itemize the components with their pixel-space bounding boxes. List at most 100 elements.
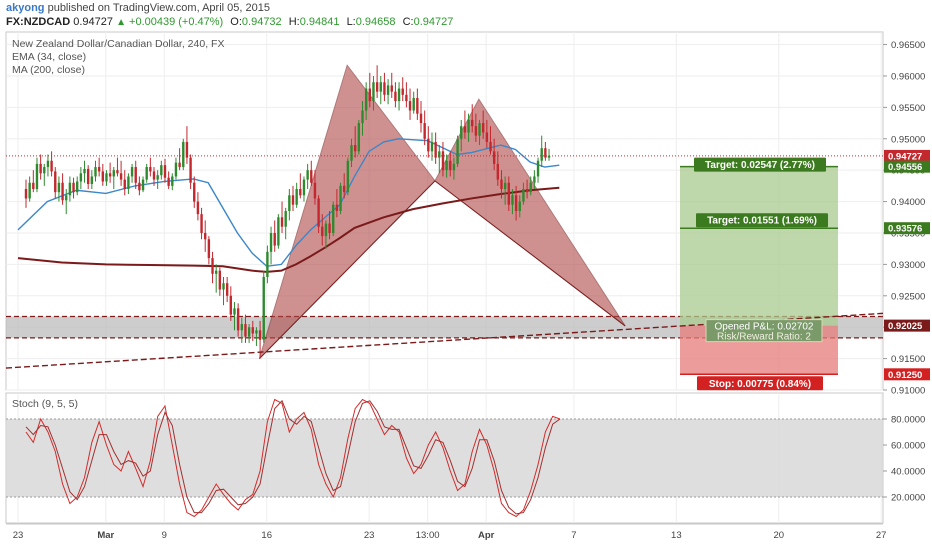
candle-body — [529, 182, 532, 193]
candle-body — [116, 170, 119, 174]
candle-body — [145, 167, 148, 180]
candle-body — [489, 141, 492, 152]
candle-body — [390, 85, 393, 92]
x-tick-label: 27 — [876, 530, 887, 541]
candle-body — [449, 160, 452, 171]
candle-body — [313, 182, 317, 199]
price-tag-label: 0.94727 — [888, 151, 922, 162]
candle-body — [225, 283, 229, 296]
symbol[interactable]: FX:NZDCAD — [6, 16, 71, 28]
candle-body — [419, 113, 423, 124]
candle-body — [302, 179, 306, 196]
candle-body — [196, 201, 200, 215]
candle-body — [375, 82, 379, 92]
candle-body — [460, 126, 463, 139]
candle-body — [540, 148, 543, 161]
candle-body — [445, 160, 448, 171]
ma-200-line — [17, 186, 560, 273]
stoch-y-tick-label: 80.0000 — [891, 415, 925, 426]
candle-body — [547, 155, 551, 158]
low-value: 0.94658 — [355, 16, 396, 28]
candle-body — [394, 91, 397, 102]
x-tick-label: Apr — [478, 530, 495, 541]
candle-body — [471, 119, 474, 127]
x-tick-label: 20 — [773, 530, 784, 541]
x-tick-label: 7 — [571, 530, 576, 541]
candle-body — [503, 182, 507, 190]
candle-body — [214, 270, 218, 274]
pattern-xbd-line — [259, 180, 626, 359]
candle-body — [127, 176, 130, 190]
candle-body — [500, 179, 503, 190]
price-tag-label: 0.93576 — [888, 224, 922, 235]
candle-body — [481, 123, 485, 133]
price-tag-box — [884, 149, 930, 162]
candle-body — [247, 327, 251, 337]
candle-body — [105, 173, 108, 182]
candle-body — [207, 239, 211, 259]
candle-body — [32, 182, 35, 190]
high-value: 0.94841 — [299, 16, 340, 28]
candle-body — [456, 138, 459, 164]
harmonic-pattern[interactable] — [258, 64, 626, 359]
candle-body — [423, 123, 426, 139]
pl-box — [705, 319, 823, 343]
ema-legend[interactable]: EMA (34, close) — [12, 51, 87, 63]
candle-body — [492, 151, 496, 164]
candle-body — [383, 82, 386, 95]
candle-body — [185, 141, 189, 158]
x-tick-label: 16 — [261, 530, 272, 541]
stoch-y-tick-label: 60.0000 — [891, 441, 925, 452]
candle-body — [273, 232, 276, 246]
candle-body — [160, 165, 163, 176]
price-change: +0.00439 (+0.47%) — [129, 16, 224, 28]
candle-body — [240, 324, 243, 331]
y-tick-label: 0.91500 — [891, 354, 925, 365]
x-tick-label: 13 — [671, 530, 682, 541]
candle-body — [97, 167, 101, 172]
candle-body — [167, 177, 170, 186]
candle-body — [430, 141, 434, 152]
high-label: H: — [288, 16, 300, 28]
ma-legend[interactable]: MA (200, close) — [12, 64, 85, 76]
candle-body — [467, 119, 470, 133]
stoch-grid — [6, 393, 883, 523]
candles — [24, 65, 551, 359]
candle-body — [255, 330, 258, 334]
author-name[interactable]: akyong — [6, 2, 45, 14]
candle-body — [379, 82, 382, 92]
candle-body — [65, 195, 68, 201]
candle-body — [130, 167, 134, 177]
stoch-legend[interactable]: Stoch (9, 5, 5) — [12, 398, 78, 410]
x-tick-label: 9 — [162, 530, 167, 541]
chart-title[interactable]: New Zealand Dollar/Canadian Dollar, 240,… — [12, 38, 225, 50]
y-tick-label: 0.94000 — [891, 197, 925, 208]
candle-body — [54, 171, 57, 193]
stoch-d-line — [25, 399, 561, 515]
up-arrow-icon: ▲ — [116, 17, 126, 28]
candle-body — [280, 217, 284, 227]
position-tool[interactable] — [680, 165, 838, 376]
candle-body — [61, 182, 64, 201]
candle-body — [141, 179, 145, 191]
y-tick-label: 0.93000 — [891, 260, 925, 271]
candle-body — [72, 182, 75, 193]
stop-label-box — [697, 376, 823, 391]
candle-body — [346, 160, 350, 193]
close-value: 0.94727 — [413, 16, 454, 28]
open-label: O: — [230, 16, 242, 28]
candle-body — [204, 232, 207, 240]
stoch-y-tick-label: 20.0000 — [891, 493, 925, 504]
price-tag-label: 0.92025 — [888, 321, 923, 332]
candle-body — [518, 201, 521, 211]
candle-body — [39, 163, 42, 174]
time-axis[interactable]: 23 Mar 9 16 23 13:00 Apr 7 13 20 27 — [6, 523, 887, 541]
candle-body — [357, 123, 361, 152]
y-tick-label: 0.92500 — [891, 291, 925, 302]
candle-body — [138, 182, 141, 191]
stoch-axis[interactable]: 80.0000 60.0000 40.0000 20.0000 — [883, 415, 925, 504]
candle-body — [149, 167, 152, 172]
candle-body — [152, 171, 156, 180]
candle-body — [416, 97, 419, 114]
